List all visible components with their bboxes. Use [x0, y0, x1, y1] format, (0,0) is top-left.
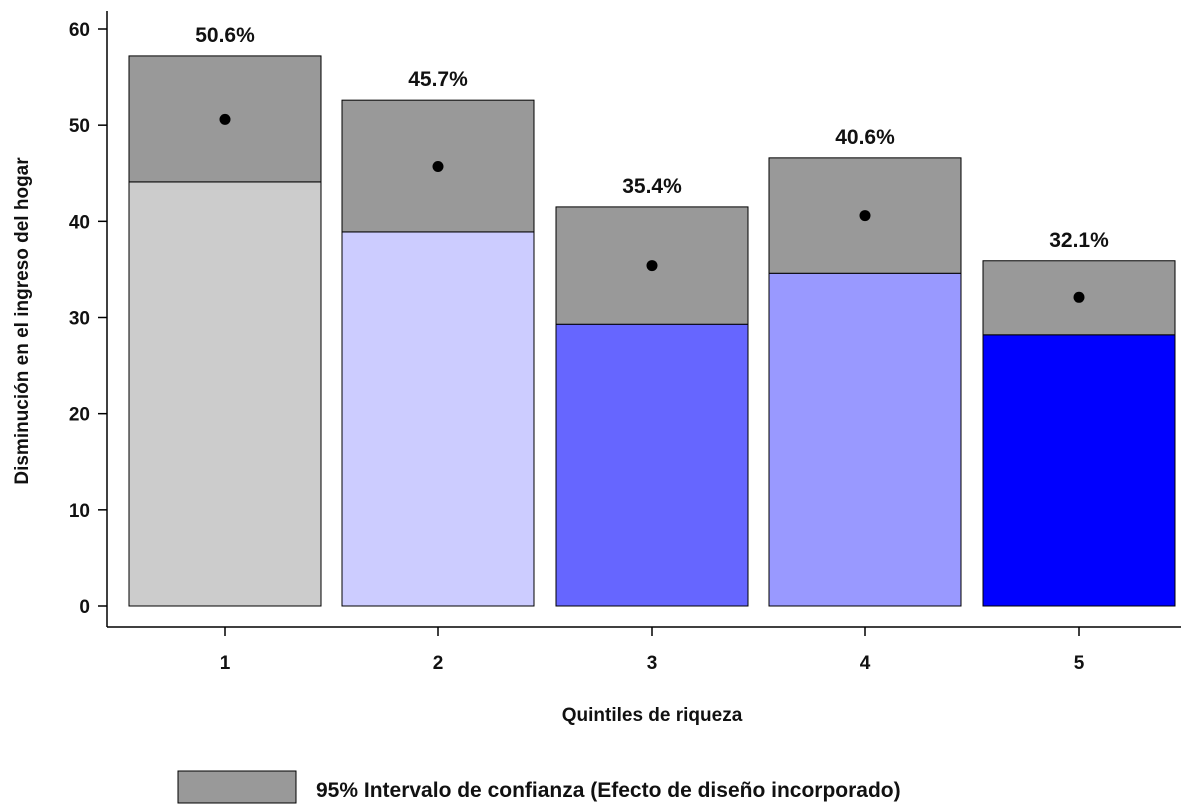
data-label-1: 50.6% — [195, 24, 255, 47]
y-tick-label: 40 — [69, 212, 90, 233]
bar-4 — [768, 272, 962, 607]
data-label-5: 32.1% — [1049, 229, 1109, 252]
bars-layer: 50.6% 45.7% 35.4% 40.6% 32.1% — [128, 24, 1176, 607]
y-tick-label: 60 — [69, 20, 90, 41]
data-label-4: 40.6% — [835, 126, 895, 149]
x-tick-label: 1 — [220, 653, 231, 674]
bar-5 — [982, 334, 1176, 607]
point-estimate-1 — [219, 113, 231, 125]
y-tick-label: 30 — [69, 309, 90, 330]
data-label-3: 35.4% — [622, 175, 682, 198]
x-tick-label: 2 — [433, 653, 444, 674]
x-axis-title: Quintiles de riqueza — [562, 705, 743, 726]
axes-layer — [106, 11, 1181, 628]
point-estimate-2 — [432, 161, 444, 173]
data-label-2: 45.7% — [408, 68, 468, 91]
y-axis-title: Disminución en el ingreso del hogar — [12, 157, 33, 485]
y-tick-label: 50 — [69, 116, 90, 137]
point-estimate-5 — [1073, 291, 1085, 303]
legend-swatch — [177, 770, 297, 804]
y-tick-label: 20 — [69, 405, 90, 426]
x-tick-label: 3 — [647, 653, 658, 674]
legend: 95% Intervalo de confianza (Efecto de di… — [177, 770, 901, 804]
x-ticks: 1 2 3 4 5 — [220, 627, 1085, 674]
x-tick-label: 4 — [860, 653, 871, 674]
bar-1 — [128, 181, 322, 607]
bar-3 — [555, 323, 749, 607]
bar-2 — [341, 231, 535, 607]
x-tick-label: 5 — [1074, 653, 1085, 674]
y-tick-label: 0 — [79, 597, 90, 618]
point-estimate-4 — [859, 210, 871, 222]
y-ticks: 0 10 20 30 40 50 60 — [69, 20, 107, 618]
point-estimate-3 — [646, 260, 658, 272]
legend-label: 95% Intervalo de confianza (Efecto de di… — [316, 779, 901, 802]
y-tick-label: 10 — [69, 501, 90, 522]
